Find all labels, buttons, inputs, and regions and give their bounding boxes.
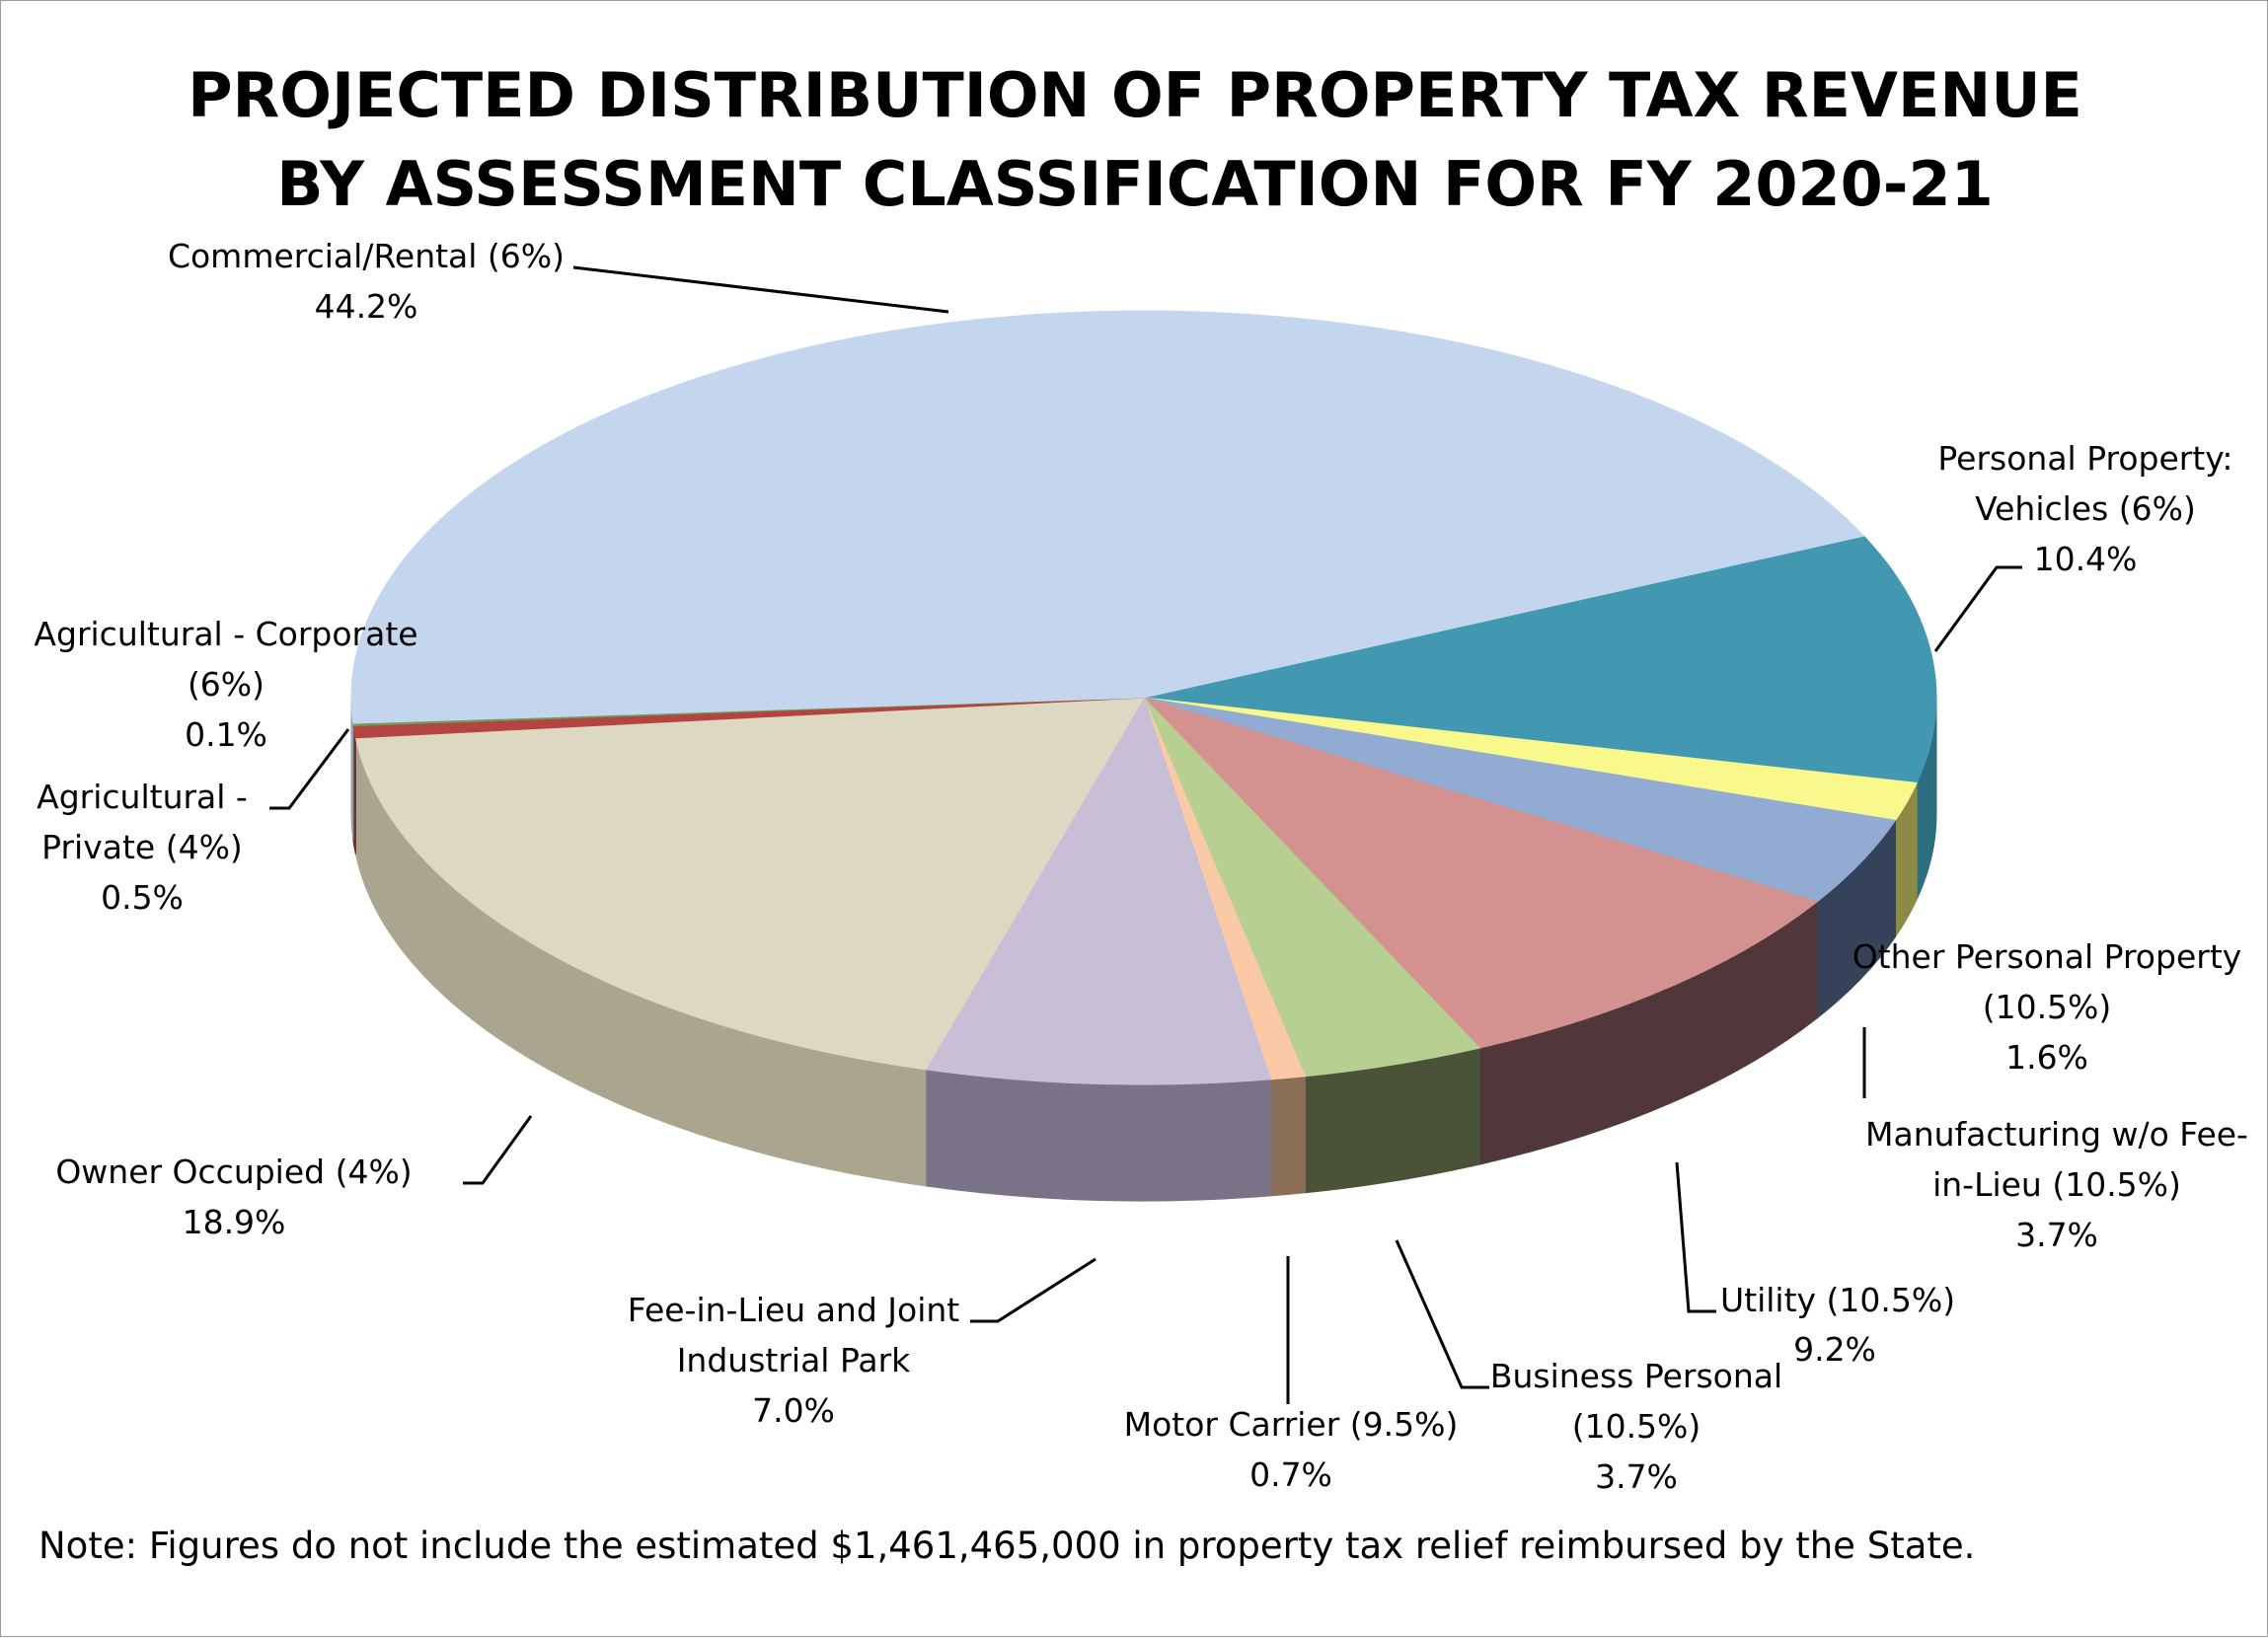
label-personal-vehicles: Personal Property: Vehicles (6%) 10.4% [1937, 439, 2232, 578]
value-manufacturing: 3.7% [2015, 1216, 2098, 1254]
label-utility: Utility (10.5%) 9.2% [1720, 1281, 1955, 1369]
value-ag-private: 0.5% [101, 878, 184, 917]
value-owner-occupied: 18.9% [183, 1203, 286, 1241]
label-commercial: Commercial/Rental (6%) 44.2% [168, 237, 565, 326]
leader-utility [1677, 1162, 1716, 1311]
label-motor-carrier-line-1: Motor Carrier (9.5%) [1124, 1405, 1459, 1444]
side-fee-in-lieu [926, 1070, 1271, 1201]
leader-business-personal [1397, 1240, 1489, 1387]
label-manufacturing-line-1: Manufacturing w/o Fee- [1865, 1115, 2248, 1154]
label-owner-occupied-line-1: Owner Occupied (4%) [55, 1153, 412, 1191]
label-ag-corporate-line-2: (6%) [188, 665, 265, 704]
label-personal-vehicles-line-2: Vehicles (6%) [1975, 489, 2196, 528]
leader-owner-occupied [463, 1116, 531, 1183]
label-other-personal: Other Personal Property (10.5%) 1.6% [1852, 937, 2242, 1077]
chart-title: PROJECTED DISTRIBUTION OF PROPERTY TAX R… [188, 59, 2082, 220]
label-business-personal: Business Personal (10.5%) 3.7% [1490, 1357, 1782, 1496]
pie-tops [351, 311, 1936, 1084]
title-line-2: BY ASSESSMENT CLASSIFICATION FOR FY 2020… [276, 148, 1994, 220]
leader-fee-in-lieu [970, 1259, 1096, 1321]
leader-personal-vehicles [1935, 567, 2022, 651]
leader-ag-private [269, 729, 348, 808]
label-utility-line-1: Utility (10.5%) [1720, 1281, 1955, 1319]
label-ag-private-line-1: Agricultural - [37, 778, 248, 816]
label-owner-occupied: Owner Occupied (4%) 18.9% [55, 1153, 412, 1241]
side-motor-carrier [1271, 1077, 1306, 1196]
label-commercial-line-1: Commercial/Rental (6%) [168, 237, 565, 275]
value-fee-in-lieu: 7.0% [752, 1391, 835, 1430]
value-other-personal: 1.6% [2005, 1038, 2088, 1077]
label-other-personal-line-2: (10.5%) [1983, 988, 2112, 1026]
label-ag-private-line-2: Private (4%) [41, 828, 243, 866]
value-motor-carrier: 0.7% [1249, 1455, 1332, 1494]
label-other-personal-line-1: Other Personal Property [1852, 937, 2242, 976]
value-business-personal: 3.7% [1595, 1457, 1678, 1496]
label-business-personal-line-1: Business Personal [1490, 1357, 1782, 1395]
leader-commercial [573, 267, 948, 312]
value-ag-corporate: 0.1% [185, 715, 267, 754]
label-manufacturing: Manufacturing w/o Fee-in-Lieu (10.5%) 3.7… [1865, 1115, 2248, 1254]
label-fee-in-lieu: Fee-in-Lieu and Joint Industrial Park 7.0% [628, 1291, 960, 1430]
label-motor-carrier: Motor Carrier (9.5%) 0.7% [1124, 1405, 1459, 1494]
value-utility: 9.2% [1793, 1330, 1876, 1369]
label-manufacturing-line-2: in-Lieu (10.5%) [1932, 1165, 2181, 1204]
title-line-1: PROJECTED DISTRIBUTION OF PROPERTY TAX R… [188, 59, 2082, 131]
label-ag-private: Agricultural - Private (4%) 0.5% [37, 778, 248, 917]
label-ag-corporate-line-1: Agricultural - Corporate [34, 615, 417, 653]
value-personal-vehicles: 10.4% [2034, 540, 2138, 578]
value-commercial: 44.2% [315, 287, 418, 326]
label-personal-vehicles-line-1: Personal Property: [1937, 439, 2232, 478]
footnote: Note: Figures do not include the estimat… [38, 1525, 1975, 1567]
label-fee-in-lieu-line-1: Fee-in-Lieu and Joint [628, 1291, 960, 1329]
label-fee-in-lieu-line-2: Industrial Park [677, 1341, 911, 1379]
label-business-personal-line-2: (10.5%) [1572, 1407, 1701, 1446]
